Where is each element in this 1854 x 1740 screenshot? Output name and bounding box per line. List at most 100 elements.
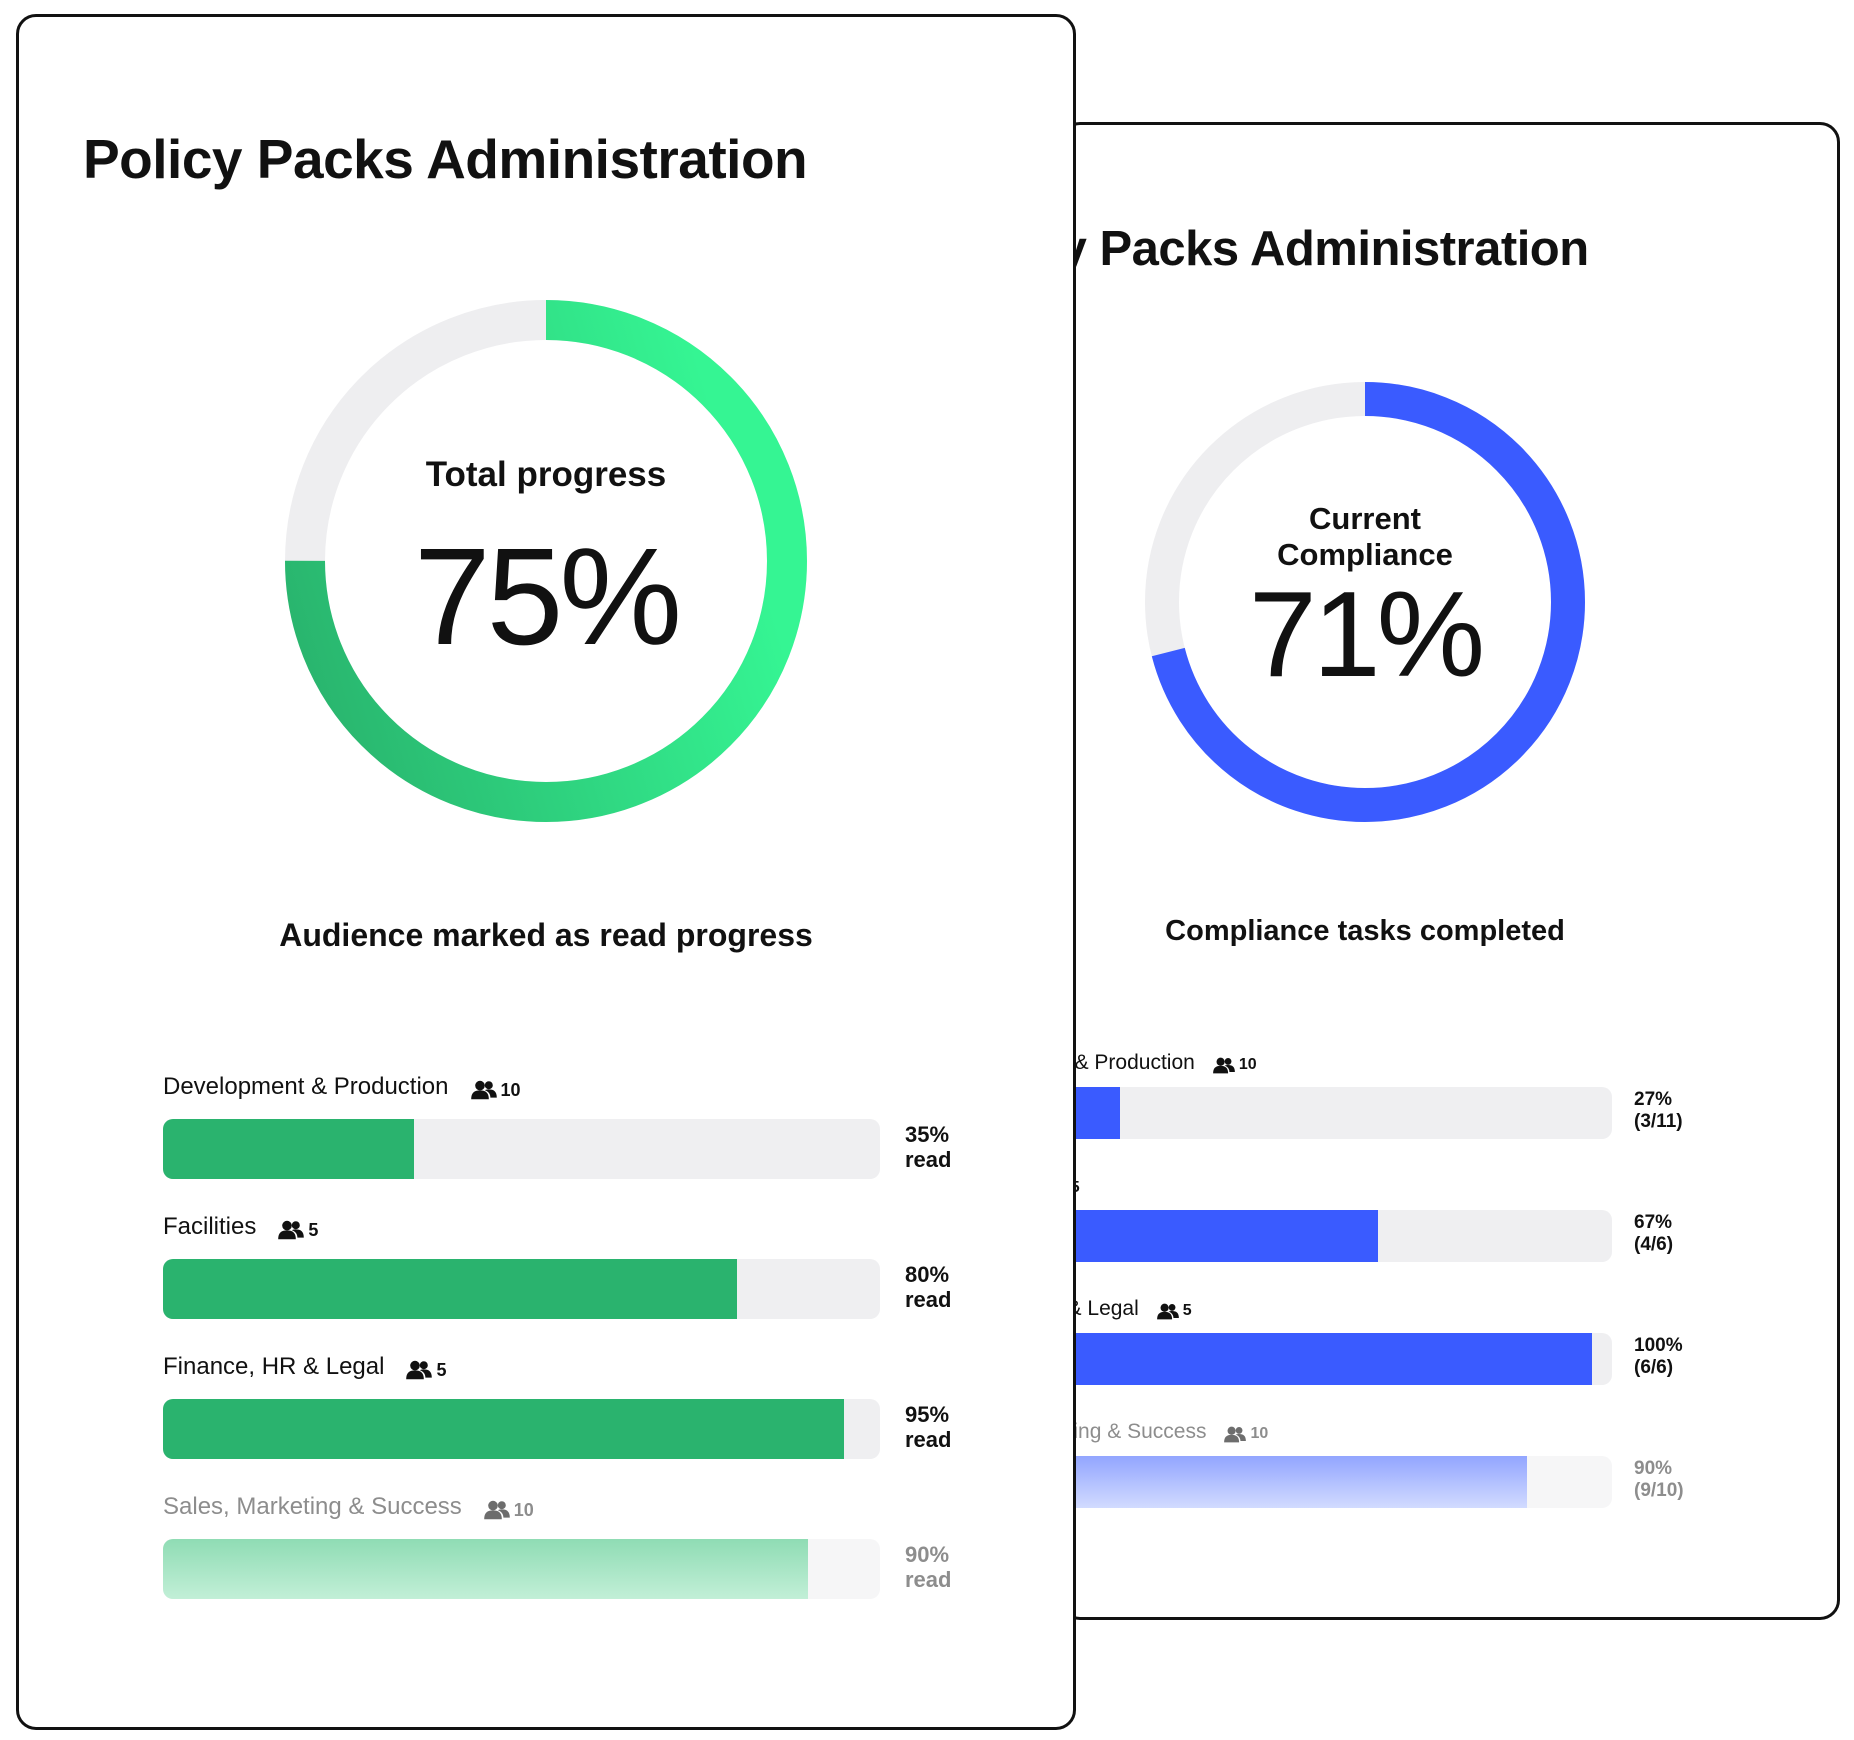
donut-label-line: Compliance: [1277, 537, 1453, 572]
bar-fill: [1063, 1333, 1592, 1385]
bar-row-label: Sales, Marketing & Success: [163, 1493, 462, 1520]
bar-percent: 100%: [1634, 1335, 1683, 1356]
bar-row: Facilities 5 67% (4/6): [1063, 1168, 1754, 1262]
audience-count-badge: 5: [1156, 1302, 1192, 1320]
bar-track: [163, 1399, 880, 1459]
section-heading: Audience marked as read progress: [279, 917, 813, 953]
bar-row-header: Facilities 5: [163, 1207, 318, 1247]
bar-result: 27% (3/11): [1634, 1089, 1683, 1133]
people-icon: [470, 1080, 497, 1100]
bar-row-label: Sales, Marketing & Success: [1060, 1420, 1207, 1443]
bar-detail: (3/11): [1634, 1110, 1683, 1132]
people-icon: [1156, 1303, 1179, 1319]
bar-row-header: Development & Production 10: [1063, 1045, 1257, 1081]
audience-count-badge: 10: [470, 1079, 521, 1101]
bar-percent: 95%: [905, 1402, 950, 1427]
bar-result: 90% (9/10): [1634, 1458, 1684, 1502]
bar-result: 80% read: [905, 1262, 951, 1313]
people-icon: [470, 1080, 497, 1100]
bar-row: Facilities 5 80% read: [163, 1207, 1025, 1319]
people-icon: [406, 1360, 433, 1380]
bar-percent: 67%: [1634, 1212, 1673, 1233]
bar-row: Development & Production 10 27% (3/11): [1063, 1045, 1754, 1139]
people-icon: [406, 1360, 433, 1380]
audience-count-badge: 10: [1212, 1056, 1257, 1074]
bar-detail: read: [905, 1147, 952, 1173]
bar-fill: [163, 1399, 845, 1459]
people-icon: [483, 1500, 510, 1520]
bar-row-label: Finance, HR & Legal: [163, 1353, 385, 1380]
bar-row-label: Finance, HR & Legal: [1063, 1297, 1139, 1320]
audience-count: 5: [436, 1359, 447, 1380]
bar-row-header: Finance, HR & Legal 5: [163, 1347, 446, 1387]
bar-row-label: Facilities: [163, 1213, 257, 1240]
bar-result: 67% (4/6): [1634, 1212, 1673, 1256]
page-title: Policy Packs Administration: [1063, 222, 1589, 276]
bar-track: [1063, 1087, 1612, 1139]
donut-value: 71%: [1248, 566, 1485, 702]
people-icon: [1224, 1426, 1247, 1443]
bar-row: Finance, HR & Legal 5 95% read: [163, 1347, 1025, 1459]
people-icon: [1212, 1057, 1235, 1073]
bar-fill: [1063, 1456, 1528, 1508]
bar-track: [1063, 1210, 1612, 1262]
bar-result: 35% read: [905, 1122, 951, 1173]
donut-progress-arc: [285, 300, 807, 822]
bar-row: Sales, Marketing & Success 10 90% read: [163, 1487, 1025, 1599]
bar-row: Sales, Marketing & Success 10 90% (9/10): [1060, 1414, 1754, 1508]
bar-percent: 27%: [1634, 1089, 1673, 1110]
audience-count-badge: 5: [406, 1360, 446, 1381]
donut-label: Current Compliance: [1145, 501, 1585, 573]
bar-row-header: Sales, Marketing & Success 10: [163, 1487, 534, 1527]
bar-row: Development & Production 10 35% read: [163, 1067, 1025, 1179]
people-icon: [278, 1220, 305, 1240]
page-title: Policy Packs Administration: [83, 128, 808, 190]
read-progress-card: Policy Packs Administration Total progre…: [16, 14, 1076, 1730]
bar-result: 90% read: [905, 1542, 951, 1593]
people-icon: [1212, 1057, 1235, 1074]
bar-track: [163, 1119, 880, 1179]
people-icon: [1224, 1426, 1247, 1442]
donut-label-line: Current: [1309, 501, 1421, 536]
total-progress-donut-chart: [285, 300, 807, 822]
bar-track: [1063, 1333, 1612, 1385]
bar-detail: (9/10): [1634, 1479, 1684, 1501]
donut-value: 75%: [413, 520, 682, 674]
bar-result: 100% (6/6): [1634, 1335, 1683, 1379]
people-icon: [278, 1220, 305, 1240]
bar-percent: 90%: [1634, 1458, 1673, 1479]
audience-count: 10: [1238, 1056, 1257, 1073]
bar-row-label: Development & Production: [1063, 1051, 1195, 1074]
compliance-card: Policy Packs Administration Current Comp…: [1060, 122, 1840, 1620]
people-icon: [1156, 1303, 1179, 1320]
bar-fill: [163, 1119, 414, 1179]
donut-label: Total progress: [425, 455, 667, 494]
bar-row-header: Sales, Marketing & Success 10: [1060, 1414, 1268, 1450]
compliance-donut-chart: [1145, 382, 1585, 822]
audience-count-badge: 10: [483, 1500, 534, 1521]
bar-row-header: Development & Production 10: [163, 1067, 521, 1107]
audience-count: 10: [1250, 1425, 1269, 1442]
bar-detail: (6/6): [1634, 1356, 1674, 1378]
bar-detail: read: [905, 1427, 952, 1453]
audience-count: 5: [1182, 1302, 1192, 1319]
section-heading: Compliance tasks completed: [1165, 915, 1565, 947]
people-icon: [483, 1500, 510, 1520]
bar-detail: read: [905, 1287, 952, 1313]
bar-row: Finance, HR & Legal 5 100% (6/6): [1063, 1291, 1754, 1385]
bar-track: [163, 1539, 880, 1599]
audience-count: 10: [500, 1079, 521, 1100]
bar-percent: 90%: [905, 1542, 950, 1567]
bar-fill: [1063, 1210, 1379, 1262]
bar-detail: read: [905, 1567, 952, 1593]
bar-percent: 80%: [905, 1262, 950, 1287]
donut-progress-arc: [1145, 382, 1585, 822]
bar-result: 95% read: [905, 1402, 951, 1453]
bar-percent: 35%: [905, 1122, 950, 1147]
bar-row-label: Development & Production: [163, 1073, 449, 1100]
bar-row-header: Finance, HR & Legal 5: [1063, 1291, 1192, 1327]
audience-count-badge: 10: [1224, 1425, 1268, 1443]
audience-count: 5: [308, 1219, 319, 1240]
bar-fill: [163, 1259, 737, 1319]
bar-fill: [163, 1539, 809, 1599]
